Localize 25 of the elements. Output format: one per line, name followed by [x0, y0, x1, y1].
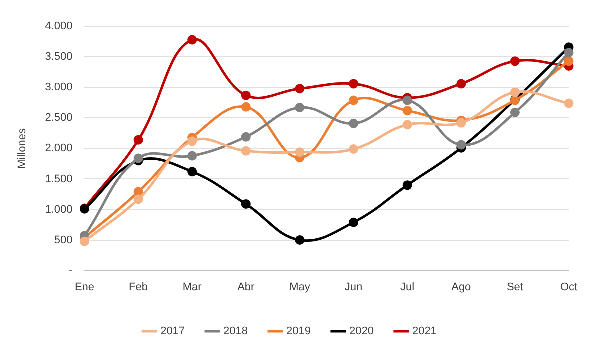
- y-tick-label: 1.500: [45, 173, 73, 186]
- x-tick-label: Set: [506, 281, 524, 294]
- legend-label: 2021: [412, 326, 437, 338]
- legend-label: 2018: [224, 326, 248, 338]
- x-tick-label: Abr: [238, 281, 256, 294]
- x-tick-label: Mar: [182, 281, 202, 294]
- y-tick-label: 2.500: [45, 112, 73, 124]
- x-tick-label: Oct: [560, 281, 578, 294]
- y-tick-label: 3.000: [45, 82, 73, 94]
- x-tick-label: May: [290, 281, 311, 294]
- legend-label: 2017: [160, 326, 186, 338]
- y-tick-label: 2.000: [45, 142, 73, 155]
- x-tick-label: Jul: [400, 281, 415, 294]
- x-tick-label: Feb: [129, 281, 148, 294]
- legend-label: 2020: [349, 326, 374, 338]
- y-tick-label: 3.500: [45, 51, 73, 64]
- y-tick-label: 4.000: [45, 20, 73, 33]
- x-tick-label: Ago: [452, 281, 472, 294]
- y-axis-title: Millones: [16, 128, 29, 169]
- y-tick-label: 500: [54, 234, 73, 246]
- y-tick-label: 1.000: [45, 204, 73, 216]
- x-tick-label: Ene: [74, 281, 95, 294]
- y-tick-label: -: [69, 264, 74, 277]
- x-tick-label: Jun: [344, 281, 363, 294]
- legend-label: 2019: [286, 326, 311, 338]
